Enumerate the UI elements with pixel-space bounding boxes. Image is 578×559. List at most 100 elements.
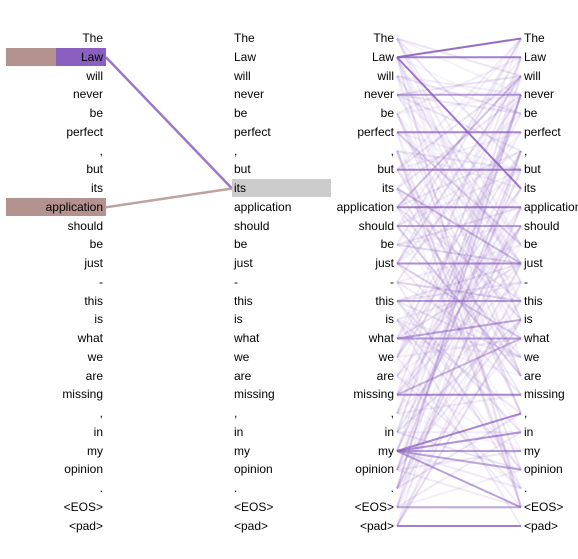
panel-a-source-token[interactable]: what [77,331,103,345]
panel-b-target-token[interactable]: what [524,331,550,345]
panel-a-source-token[interactable]: this [84,293,103,308]
panel-a-source-token[interactable]: but [86,162,103,177]
panel-a-target-token[interactable]: are [234,368,252,383]
panel-b-source-token[interactable]: is [385,312,394,327]
panel-b-target-token[interactable]: in [524,424,534,439]
panel-a-source-token[interactable]: be [89,237,103,252]
panel-a-target-token[interactable]: is [234,312,243,327]
panel-b-source-token[interactable]: The [373,31,394,45]
panel-b-source-token[interactable]: - [390,274,394,289]
panel-a-source-token[interactable]: are [85,368,103,383]
panel-a-source-token[interactable]: is [94,312,103,327]
panel-a-source-token[interactable]: missing [62,387,103,402]
panel-b-target-token[interactable]: . [524,481,528,495]
panel-b-source-token[interactable]: . [390,481,394,495]
panel-a-target-token[interactable]: be [234,106,248,120]
panel-b-source-token[interactable]: be [380,106,394,120]
panel-b-source-token[interactable]: be [380,237,394,252]
panel-a-target-token[interactable]: , [234,406,238,420]
panel-b-target-token[interactable]: - [524,274,528,289]
panel-b-target-token[interactable]: just [524,256,543,270]
panel-a-target-token[interactable]: should [234,218,270,233]
panel-b-source-token[interactable]: Law [371,49,394,64]
panel-b-target-token[interactable]: perfect [524,124,561,139]
panel-a-target-token[interactable]: <pad> [234,518,269,533]
panel-b-target-token[interactable]: <pad> [524,518,559,533]
panel-a-target-token[interactable]: never [234,87,265,102]
panel-b-source-token[interactable]: should [358,218,394,233]
panel-b-source-token[interactable]: in [384,424,394,439]
panel-a-target-token[interactable]: missing [234,387,275,402]
panel-b-source-token[interactable]: missing [353,387,394,402]
panel-a-target-token[interactable]: this [234,293,253,308]
panel-a-source-token[interactable]: be [89,106,103,120]
panel-a-target-token[interactable]: opinion [234,462,273,477]
panel-b-source-token[interactable]: , [390,406,394,420]
panel-a-source-token[interactable]: we [87,349,103,364]
panel-b-source-token[interactable]: but [377,162,394,177]
panel-b-source-token[interactable]: this [375,293,394,308]
panel-b-source-token[interactable]: my [378,443,394,458]
panel-a-target-token[interactable]: The [234,31,255,45]
panel-a-target-token[interactable]: perfect [234,124,271,139]
panel-a-source-token[interactable]: should [67,218,103,233]
panel-a-source-token[interactable]: its [91,181,103,195]
panel-b-target-token[interactable]: Law [524,49,547,64]
panel-b-source-token[interactable]: , [390,143,394,158]
panel-a-source-token[interactable]: in [93,424,103,439]
panel-a-source-token[interactable]: <EOS> [63,499,103,514]
panel-a-target-token[interactable]: Law [234,49,257,64]
panel-a-target-token[interactable]: be [234,237,248,252]
panel-b-target-token[interactable]: my [524,443,540,458]
panel-b-source-token[interactable]: will [377,68,394,83]
panel-a-target-token[interactable]: . [234,481,238,495]
panel-b-target-token[interactable]: be [524,237,538,252]
panel-a-source-token[interactable]: - [99,274,103,289]
panel-b-source-token[interactable]: application [336,199,394,214]
panel-b-target-token[interactable]: never [524,87,555,102]
panel-a-target-token[interactable]: will [234,68,251,83]
panel-b-target-token[interactable]: we [524,349,540,364]
panel-b-target-token[interactable]: but [524,162,541,177]
panel-a-target-token[interactable]: <EOS> [234,499,274,514]
panel-b-source-token[interactable]: perfect [357,124,394,139]
panel-a-source-token[interactable]: . [99,481,103,495]
panel-a-source-token[interactable]: , [99,143,103,158]
panel-b-target-token[interactable]: should [524,218,560,233]
panel-a-source-token[interactable]: The [82,31,103,45]
panel-b-source-token[interactable]: are [376,368,394,383]
panel-b-target-token[interactable]: are [524,368,542,383]
panel-b-source-token[interactable]: opinion [355,462,394,477]
panel-a-source-token[interactable]: Law [80,49,103,64]
panel-a-target-token[interactable]: in [234,424,244,439]
panel-b-target-token[interactable]: , [524,143,528,158]
panel-a-target-token[interactable]: what [234,331,260,345]
panel-a-source-token[interactable]: <pad> [68,518,103,533]
panel-a-target-token[interactable]: but [234,162,251,177]
panel-a-source-token[interactable]: just [84,256,103,270]
panel-b-target-token[interactable]: will [524,68,541,83]
panel-b-source-token[interactable]: never [363,87,394,102]
panel-b-source-token[interactable]: <EOS> [354,499,394,514]
panel-a-target-token[interactable]: just [234,256,253,270]
panel-a-source-token[interactable]: never [72,87,103,102]
panel-a-source-token[interactable]: my [87,443,103,458]
panel-a-target-token[interactable]: we [234,349,250,364]
panel-b-target-token[interactable]: opinion [524,462,563,477]
panel-a-target-token[interactable]: its [234,181,246,195]
panel-b-target-token[interactable]: <EOS> [524,499,564,514]
panel-a-source-token[interactable]: application [45,199,103,214]
panel-a-target-token[interactable]: application [234,199,292,214]
panel-b-target-token[interactable]: its [524,181,536,195]
panel-a-source-token[interactable]: , [99,406,103,420]
panel-a-target-token[interactable]: my [234,443,250,458]
panel-b-source-token[interactable]: what [368,331,394,345]
panel-b-target-token[interactable]: be [524,106,538,120]
panel-b-source-token[interactable]: we [378,349,394,364]
panel-a-target-token[interactable]: , [234,143,238,158]
panel-b-source-token[interactable]: <pad> [359,518,394,533]
panel-b-target-token[interactable]: , [524,406,528,420]
panel-b-target-token[interactable]: The [524,31,545,45]
panel-b-target-token[interactable]: this [524,293,543,308]
panel-a-target-token[interactable]: - [234,274,238,289]
